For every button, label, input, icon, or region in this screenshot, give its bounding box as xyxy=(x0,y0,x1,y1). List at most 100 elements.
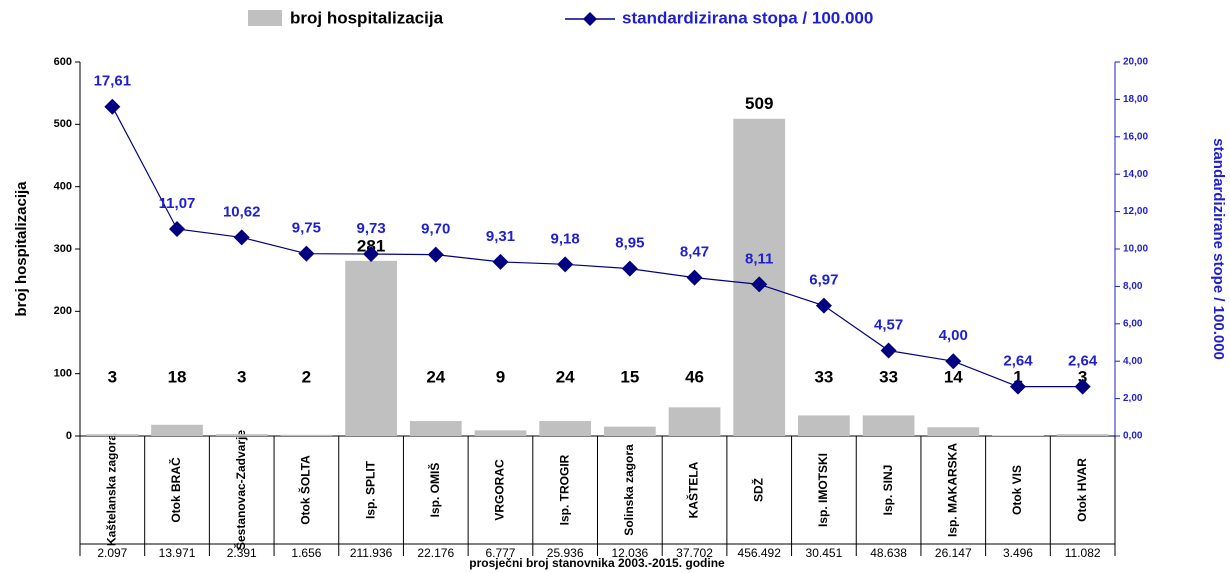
line-value-label: 4,57 xyxy=(874,317,903,334)
y-tick-label: 100 xyxy=(54,368,72,380)
y2-tick-label: 18,00 xyxy=(1123,94,1148,105)
y-tick-label: 200 xyxy=(54,305,72,317)
population-label: 25.936 xyxy=(547,546,584,560)
line-value-label: 8,47 xyxy=(680,244,709,261)
y2-tick-label: 6,00 xyxy=(1123,318,1143,329)
bar xyxy=(1056,434,1109,436)
bar xyxy=(345,260,397,436)
population-label: 3.496 xyxy=(1003,546,1033,560)
population-label: 211.936 xyxy=(350,546,393,560)
bar-value-label: 3 xyxy=(108,367,117,386)
population-label: 456.492 xyxy=(738,546,782,560)
line-marker xyxy=(686,269,703,286)
y-tick-label: 300 xyxy=(54,243,72,255)
y2-tick-label: 16,00 xyxy=(1123,131,1148,142)
line-value-label: 8,95 xyxy=(615,235,644,252)
bar-value-label: 33 xyxy=(814,367,833,386)
population-label: 2.391 xyxy=(227,546,257,560)
bar xyxy=(474,430,527,436)
bar xyxy=(992,435,1044,436)
population-label: 30.451 xyxy=(806,546,843,560)
x-tick-label: Isp. SINJ xyxy=(881,465,895,516)
bar xyxy=(862,415,915,436)
y2-tick-label: 2,00 xyxy=(1123,393,1143,404)
y2-tick-label: 0,00 xyxy=(1123,431,1143,442)
line-marker xyxy=(492,253,509,270)
line-marker xyxy=(104,98,121,115)
x-tick-label: Otok HVAR xyxy=(1075,458,1089,522)
legend-label: broj hospitalizacija xyxy=(290,8,444,27)
x-tick-label: Solinska zagora xyxy=(622,444,636,536)
bar xyxy=(603,426,656,436)
line-marker xyxy=(233,229,250,246)
line-marker xyxy=(1074,378,1091,395)
bar-value-label: 2 xyxy=(302,367,311,386)
population-label: 22.176 xyxy=(417,546,454,560)
line-marker xyxy=(1009,378,1026,395)
y-tick-label: 400 xyxy=(54,181,72,193)
x-tick-label: SDŽ xyxy=(750,478,765,502)
x-tick-label: Šestanovac-Zadvarje xyxy=(233,430,248,550)
line-value-label: 9,31 xyxy=(486,228,515,245)
y2-tick-label: 20,00 xyxy=(1123,57,1148,68)
line-marker xyxy=(880,342,897,359)
line-marker xyxy=(621,260,638,277)
x-tick-label: Kaštelanska zagora xyxy=(105,434,119,546)
y-tick-label: 600 xyxy=(54,56,72,68)
x-tick-label: Isp. MAKARSKA xyxy=(945,443,959,537)
line-marker xyxy=(815,297,832,314)
y2-tick-label: 12,00 xyxy=(1123,206,1148,217)
line-marker xyxy=(427,246,444,263)
y-tick-label: 0 xyxy=(66,430,72,442)
y2-tick-label: 14,00 xyxy=(1123,169,1148,180)
population-label: 13.971 xyxy=(159,546,196,560)
x-tick-label: Otok ŠOLTA xyxy=(298,455,313,525)
x-tick-label: Isp. SPLIT xyxy=(363,460,377,519)
bar xyxy=(668,407,721,436)
line-marker xyxy=(169,220,186,237)
y2-axis-title: standardizirane stope / 100.000 xyxy=(1210,138,1227,360)
line-value-label: 9,70 xyxy=(421,221,450,238)
bar xyxy=(539,421,592,436)
population-label: 37.702 xyxy=(676,546,713,560)
bar-value-label: 14 xyxy=(944,367,963,386)
y2-tick-label: 4,00 xyxy=(1123,356,1143,367)
line-marker xyxy=(363,246,380,263)
line-value-label: 2,64 xyxy=(1003,353,1033,370)
line-marker xyxy=(945,353,962,370)
line-value-label: 10,62 xyxy=(223,203,261,220)
population-label: 2.097 xyxy=(97,546,127,560)
y2-tick-label: 8,00 xyxy=(1123,281,1143,292)
bar-value-label: 281 xyxy=(357,236,385,255)
y-tick-label: 500 xyxy=(54,118,72,130)
line-value-label: 8,11 xyxy=(745,250,773,267)
bar-value-label: 33 xyxy=(879,367,898,386)
bar xyxy=(280,434,333,436)
bar-value-label: 3 xyxy=(237,367,246,386)
population-label: 11.082 xyxy=(1065,546,1101,560)
legend-label: standardizirana stopa / 100.000 xyxy=(622,8,873,27)
line-value-label: 9,73 xyxy=(356,220,385,237)
bar-value-label: 9 xyxy=(496,367,505,386)
line-value-label: 4,00 xyxy=(939,327,968,344)
x-tick-label: Isp. TROGIR xyxy=(557,454,571,525)
line-value-label: 11,07 xyxy=(159,195,196,212)
population-label: 26.147 xyxy=(935,546,972,560)
bar-value-label: 18 xyxy=(168,367,187,386)
line-value-label: 2,64 xyxy=(1068,353,1098,370)
line-value-label: 17,61 xyxy=(94,73,132,90)
x-tick-label: VRGORAC xyxy=(493,459,507,521)
bar-value-label: 46 xyxy=(685,367,704,386)
bar-value-label: 24 xyxy=(556,367,575,386)
bar xyxy=(927,427,980,436)
bar-value-label: 509 xyxy=(745,94,773,113)
bar-value-label: 15 xyxy=(620,367,639,386)
line-value-label: 9,18 xyxy=(551,230,580,247)
legend-marker xyxy=(583,12,597,26)
bar-value-label: 1 xyxy=(1013,367,1022,386)
x-tick-label: Otok BRAČ xyxy=(168,457,183,523)
x-tick-label: Isp. IMOTSKI xyxy=(816,453,830,527)
bar xyxy=(409,421,462,436)
population-label: 6.777 xyxy=(485,546,515,560)
